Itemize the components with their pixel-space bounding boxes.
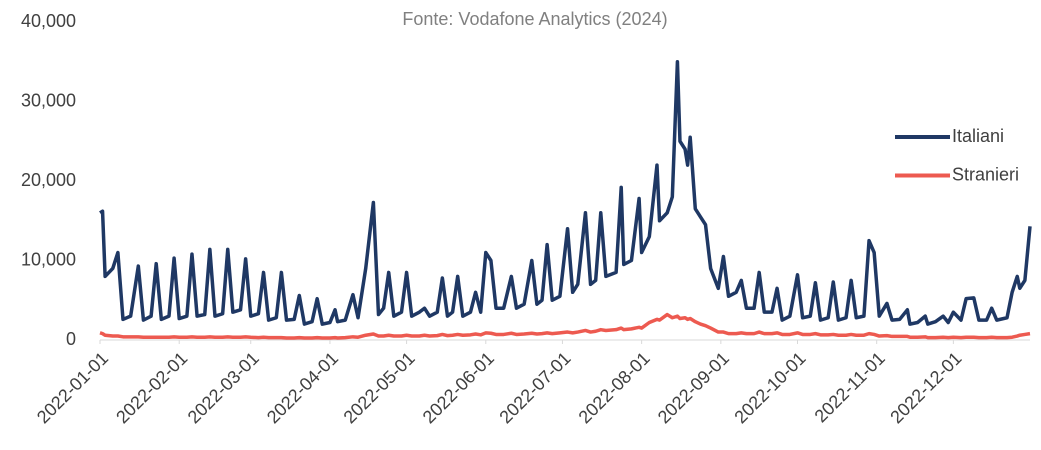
x-tick-label: 2022-01-01 — [33, 348, 112, 427]
x-tick-label: 2022-10-01 — [730, 348, 809, 427]
y-tick-label: 40,000 — [21, 11, 76, 31]
x-tick-label: 2022-03-01 — [184, 348, 263, 427]
x-tick-label: 2022-11-01 — [811, 348, 889, 426]
y-tick-label: 20,000 — [21, 170, 76, 190]
x-tick-label: 2022-09-01 — [654, 348, 733, 427]
y-tick-label: 10,000 — [21, 249, 76, 269]
x-tick-label: 2022-08-01 — [575, 348, 654, 427]
y-tick-label: 0 — [66, 329, 76, 349]
chart-title: Fonte: Vodafone Analytics (2024) — [402, 9, 667, 29]
series-line — [99, 60, 1032, 326]
y-tick-label: 30,000 — [21, 90, 76, 110]
x-tick-label: 2022-05-01 — [340, 348, 419, 427]
x-tick-label: 2022-12-01 — [886, 348, 965, 427]
x-tick-label: 2022-04-01 — [263, 348, 342, 427]
x-tick-label: 2022-06-01 — [419, 348, 498, 427]
x-tick-label: 2022-07-01 — [495, 348, 574, 427]
legend-label: Italiani — [952, 126, 1004, 146]
legend-label: Stranieri — [952, 164, 1019, 184]
series-line — [99, 312, 1031, 340]
x-tick-label: 2022-02-01 — [112, 348, 191, 427]
